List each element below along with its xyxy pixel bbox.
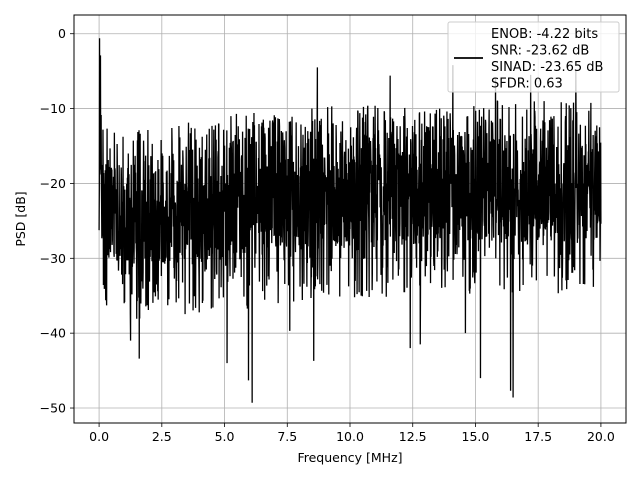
x-tick-label: 5.0	[215, 429, 235, 444]
legend-entry: SNR: -23.62 dB	[491, 44, 589, 59]
x-tick-label: 0.0	[89, 429, 109, 444]
legend-entry: SFDR: 0.63	[491, 77, 563, 92]
y-tick-label: 0	[58, 26, 66, 41]
y-tick-label: −10	[40, 101, 66, 116]
y-axis-label: PSD [dB]	[13, 191, 28, 246]
x-tick-label: 7.5	[277, 429, 297, 444]
x-tick-label: 2.5	[152, 429, 172, 444]
x-tick-label: 20.0	[587, 429, 615, 444]
x-axis-label: Frequency [MHz]	[297, 450, 402, 465]
x-tick-label: 15.0	[462, 429, 490, 444]
legend-box	[447, 21, 620, 93]
legend-entry: SINAD: -23.65 dB	[491, 60, 603, 75]
y-tick-label: −40	[40, 326, 66, 341]
y-tick-label: −20	[40, 176, 66, 191]
x-tick-label: 17.5	[524, 429, 552, 444]
ticks: 0.0 2.5 5.0 7.5 10.0 12.5 15.0 17.5 20.0 0 −10 −20 −…	[40, 26, 615, 444]
y-tick-label: −50	[40, 401, 66, 416]
x-tick-label: 10.0	[336, 429, 364, 444]
legend-entry: ENOB: -4.22 bits	[491, 27, 598, 42]
x-tick-label: 12.5	[399, 429, 427, 444]
series-layer	[98, 38, 602, 403]
y-tick-label: −30	[40, 251, 66, 266]
psd-series-line	[98, 38, 602, 403]
